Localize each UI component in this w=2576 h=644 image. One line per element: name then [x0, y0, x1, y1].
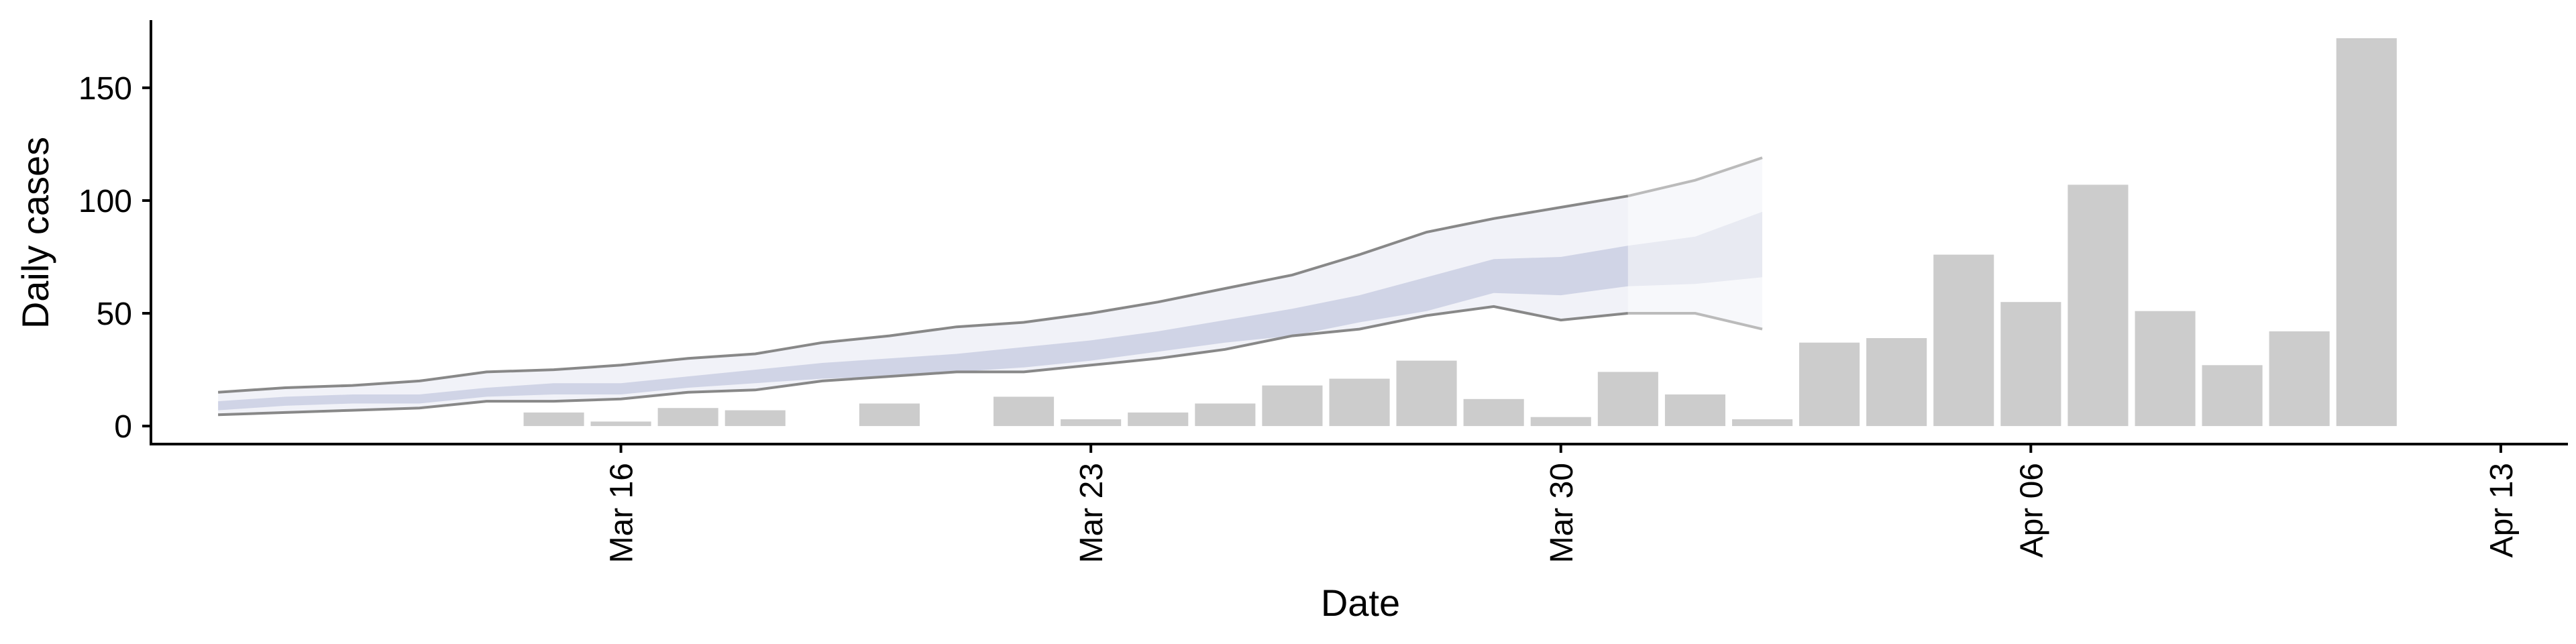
- y-tick-label: 100: [78, 184, 132, 219]
- bar: [859, 403, 920, 427]
- estimate-upper-line: [217, 195, 1629, 394]
- bar: [994, 396, 1055, 427]
- forecast-lower-line: [1627, 312, 1763, 331]
- bars-layer: [523, 38, 2397, 427]
- bar: [2269, 331, 2330, 427]
- x-tick-label: Apr 13: [2484, 463, 2520, 557]
- estimate-outer-band: [218, 196, 1628, 415]
- bar: [1530, 417, 1591, 427]
- forecast-upper-line: [1627, 156, 1763, 198]
- bar: [590, 421, 651, 427]
- bar: [1933, 254, 1994, 427]
- bar: [1866, 338, 1927, 427]
- bar: [2000, 302, 2061, 427]
- bar: [1799, 342, 1860, 427]
- bar: [1396, 360, 1457, 427]
- bar: [1128, 412, 1189, 427]
- x-tick-label: Mar 30: [1544, 463, 1580, 563]
- bar: [657, 408, 718, 427]
- bar: [1597, 372, 1658, 427]
- x-tick-label: Mar 16: [604, 463, 640, 563]
- bar: [2336, 38, 2397, 427]
- x-axis-title: Date: [1321, 582, 1400, 624]
- bar: [2202, 365, 2263, 427]
- y-axis-title: Daily cases: [14, 137, 56, 329]
- y-ticks: 0 50 100 150: [78, 71, 151, 445]
- x-tick-label: Apr 06: [2014, 463, 2049, 557]
- x-ticks: Mar 16 Mar 23 Mar 30 Apr 06 Apr 13: [604, 444, 2520, 563]
- estimate-lower-line: [218, 305, 1629, 417]
- bar: [1061, 419, 1122, 427]
- bar: [1732, 419, 1793, 427]
- forecast-inner-band: [1627, 211, 1762, 286]
- y-tick-label: 50: [97, 297, 132, 332]
- bar: [1262, 385, 1323, 427]
- bar: [724, 410, 786, 427]
- bar: [523, 412, 584, 427]
- estimate-layer: [217, 156, 1763, 417]
- estimate-inner-band: [218, 246, 1628, 411]
- bar: [1329, 378, 1390, 427]
- y-tick-label: 0: [114, 409, 132, 445]
- forecast-outer-band: [1627, 158, 1762, 329]
- y-tick-label: 150: [78, 71, 132, 107]
- bar: [1195, 403, 1256, 427]
- bar: [2135, 311, 2196, 427]
- bar: [1463, 398, 1524, 427]
- bar: [1664, 394, 1725, 427]
- bar: [2068, 184, 2129, 427]
- x-tick-label: Mar 23: [1074, 463, 1110, 563]
